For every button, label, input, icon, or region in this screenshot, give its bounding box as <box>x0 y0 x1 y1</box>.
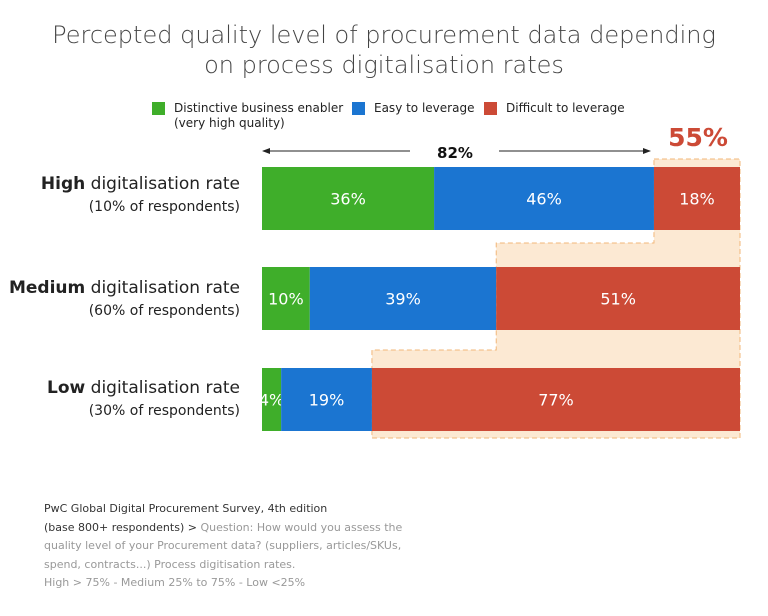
highlight-label-55: 55% <box>668 123 728 152</box>
bar-segment <box>434 167 654 230</box>
legend-label: Easy to leverage <box>374 101 475 115</box>
bar-segment <box>262 267 310 330</box>
source-line-5: High > 75% - Medium 25% to 75% - Low <25… <box>44 576 306 589</box>
bar-data-label: 4% <box>259 391 284 410</box>
bar-data-label: 19% <box>309 391 345 410</box>
bar-data-label: 10% <box>268 290 304 309</box>
bar-segment <box>309 267 497 330</box>
chart-title: Percepted quality level of procurement d… <box>0 20 768 80</box>
bar-segment <box>262 368 282 431</box>
title-line-2: on process digitalisation rates <box>204 51 564 79</box>
bar-data-label: 77% <box>538 391 574 410</box>
bar-data-label: 36% <box>330 190 366 209</box>
bar-data-label: 18% <box>679 190 715 209</box>
legend-swatch-blue <box>352 102 365 115</box>
source-line-1: PwC Global Digital Procurement Survey, 4… <box>44 502 328 515</box>
legend-label: Difficult to leverage <box>506 101 625 115</box>
bar-segment <box>262 167 435 230</box>
row-label-high: High digitalisation rate (10% of respond… <box>40 174 240 215</box>
legend-label-sub: (very high quality) <box>174 116 285 130</box>
bar-segment <box>281 368 372 431</box>
bar-data-label: 39% <box>385 290 421 309</box>
row-label-medium: Medium digitalisation rate (60% of respo… <box>8 278 240 319</box>
bar-data-label: 51% <box>600 290 636 309</box>
legend-label: Distinctive business enabler <box>174 101 344 115</box>
title-line-1: Percepted quality level of procurement d… <box>52 21 716 49</box>
bar-segment <box>653 167 740 230</box>
source-line-2a: (base 800+ respondents) > <box>44 520 197 534</box>
row-label-low: Low digitalisation rate (30% of responde… <box>47 378 240 419</box>
source-note: PwC Global Digital Procurement Survey, 4… <box>44 500 404 593</box>
source-line-4: spend, contracts...) Process digitisatio… <box>44 557 296 571</box>
legend-swatch-red <box>484 102 497 115</box>
source-line-2b: Question: How would you assess the <box>196 520 403 534</box>
source-line-3: quality level of your Procurement data? … <box>44 539 402 552</box>
bar-segment <box>496 267 740 330</box>
legend-swatch-green <box>152 102 165 115</box>
span-label-82: 82% <box>437 144 473 162</box>
bar-segment <box>371 368 740 431</box>
bar-data-label: 46% <box>526 190 562 209</box>
